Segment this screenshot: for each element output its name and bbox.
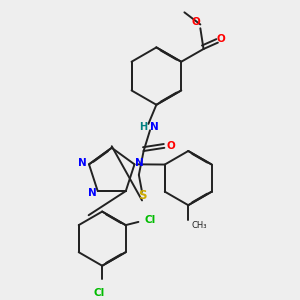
Text: Cl: Cl — [93, 288, 105, 298]
Text: H: H — [140, 122, 148, 132]
Text: N: N — [78, 158, 87, 168]
Text: S: S — [138, 189, 146, 202]
Text: O: O — [191, 17, 200, 27]
Text: O: O — [166, 141, 175, 151]
Text: N: N — [88, 188, 96, 198]
Text: N: N — [135, 158, 144, 168]
Text: N: N — [150, 122, 159, 132]
Text: Cl: Cl — [145, 215, 156, 225]
Text: O: O — [217, 34, 225, 44]
Text: CH₃: CH₃ — [191, 221, 207, 230]
